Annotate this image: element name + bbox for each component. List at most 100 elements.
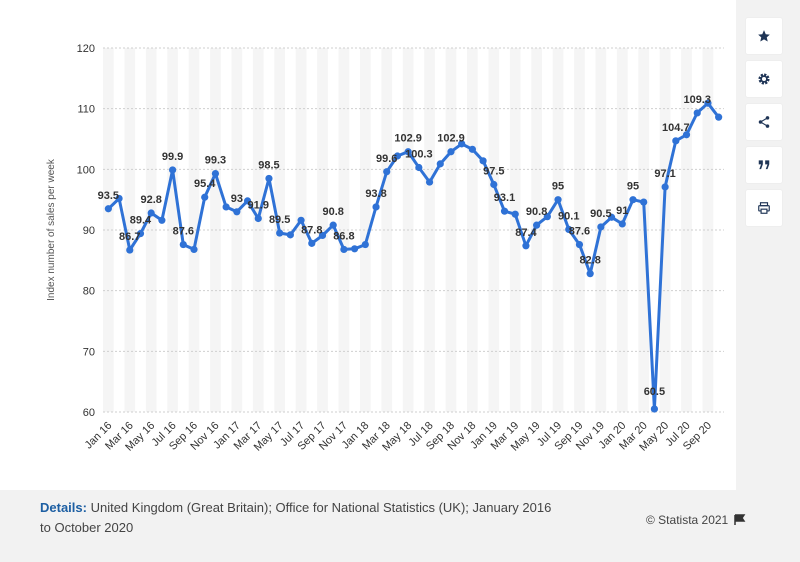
data-point — [361, 240, 369, 249]
column-band — [488, 48, 500, 412]
settings-button[interactable] — [746, 61, 782, 97]
quote-icon — [758, 160, 770, 170]
data-label: 97.1 — [654, 168, 675, 180]
data-point — [286, 231, 294, 239]
data-point — [672, 137, 680, 145]
data-label: 90.8 — [322, 206, 343, 218]
data-label: 99.6 — [376, 153, 397, 165]
data-point — [629, 196, 637, 204]
data-label: 89.4 — [130, 215, 152, 227]
data-point — [704, 99, 712, 107]
data-point — [500, 207, 509, 215]
cite-button[interactable] — [746, 147, 782, 183]
data-point — [383, 168, 391, 176]
data-point — [490, 180, 498, 189]
data-label: 95 — [552, 181, 564, 193]
data-point — [158, 216, 166, 224]
data-point — [640, 198, 648, 206]
data-label: 104.7 — [662, 122, 690, 134]
data-point — [104, 205, 112, 213]
copyright[interactable]: © Statista 2021 — [646, 513, 746, 527]
data-point — [211, 169, 220, 178]
data-point — [393, 152, 402, 160]
y-tick-label: 80 — [83, 286, 95, 298]
data-label: 87.8 — [301, 224, 322, 236]
data-label: 90.1 — [558, 210, 579, 222]
data-point — [597, 223, 605, 231]
data-point — [136, 230, 145, 238]
y-tick-label: 90 — [83, 225, 95, 237]
gear-icon — [758, 73, 770, 85]
data-point — [254, 214, 262, 223]
print-button[interactable] — [746, 190, 782, 226]
data-point — [233, 208, 241, 216]
flag-icon — [734, 514, 746, 525]
column-band — [124, 48, 136, 412]
y-tick-label: 120 — [77, 43, 95, 55]
y-tick-label: 110 — [77, 104, 95, 116]
column-band — [659, 48, 671, 412]
column-band — [445, 48, 457, 412]
data-point — [147, 209, 155, 217]
favorite-button[interactable] — [746, 18, 782, 54]
data-label: 86.7 — [119, 231, 140, 243]
data-point — [201, 193, 209, 201]
details-body: United Kingdom (Great Britain); Office f… — [40, 500, 552, 535]
y-tick-label: 70 — [83, 346, 95, 358]
star-icon — [758, 30, 770, 42]
data-point — [415, 163, 423, 172]
data-point — [222, 203, 230, 211]
data-point — [554, 196, 562, 204]
data-point — [533, 221, 541, 229]
data-point — [243, 197, 252, 205]
data-label: 95 — [627, 181, 639, 193]
data-label: 109.3 — [683, 94, 711, 106]
chart-card: 60 70 80 90 100 110 120 Index number of sales p… — [0, 0, 736, 490]
column-band — [188, 48, 200, 412]
data-point — [618, 220, 626, 228]
column-band — [552, 48, 564, 412]
data-label: 92.8 — [140, 194, 161, 206]
data-point — [190, 245, 198, 254]
data-point — [607, 213, 616, 221]
data-label: 60.5 — [644, 386, 665, 398]
data-label: 102.9 — [394, 133, 422, 145]
data-point — [318, 231, 327, 240]
data-label: 87.6 — [569, 226, 590, 238]
data-point — [372, 203, 380, 211]
data-point — [340, 245, 348, 254]
column-band — [359, 48, 371, 412]
data-point — [351, 245, 359, 253]
data-point — [715, 113, 723, 121]
data-label: 91.9 — [248, 199, 269, 211]
data-label: 90.8 — [526, 206, 547, 218]
y-tick-label: 100 — [77, 164, 95, 176]
data-label: 102.9 — [437, 133, 465, 145]
data-label: 87.4 — [515, 227, 537, 239]
data-point — [308, 239, 316, 247]
data-point — [511, 210, 519, 218]
data-point — [126, 246, 134, 254]
data-point — [329, 221, 337, 229]
data-point — [297, 216, 305, 224]
data-point — [479, 157, 487, 165]
data-label: 99.3 — [205, 155, 226, 167]
data-point — [115, 194, 123, 203]
data-point — [436, 160, 444, 168]
data-point — [468, 145, 476, 153]
column-band — [317, 48, 328, 412]
data-label: 93.1 — [494, 192, 515, 204]
data-point — [586, 270, 594, 278]
data-point — [682, 131, 691, 139]
data-point — [168, 166, 177, 174]
data-point — [650, 405, 659, 413]
details-label: Details: — [40, 500, 87, 515]
data-label: 90.5 — [590, 208, 611, 220]
data-point — [179, 240, 187, 249]
column-band — [681, 48, 692, 412]
data-label: 98.5 — [258, 159, 279, 171]
data-label: 87.6 — [173, 226, 194, 238]
share-button[interactable] — [746, 104, 782, 140]
column-band — [424, 48, 435, 412]
data-label: 93.8 — [365, 188, 386, 200]
